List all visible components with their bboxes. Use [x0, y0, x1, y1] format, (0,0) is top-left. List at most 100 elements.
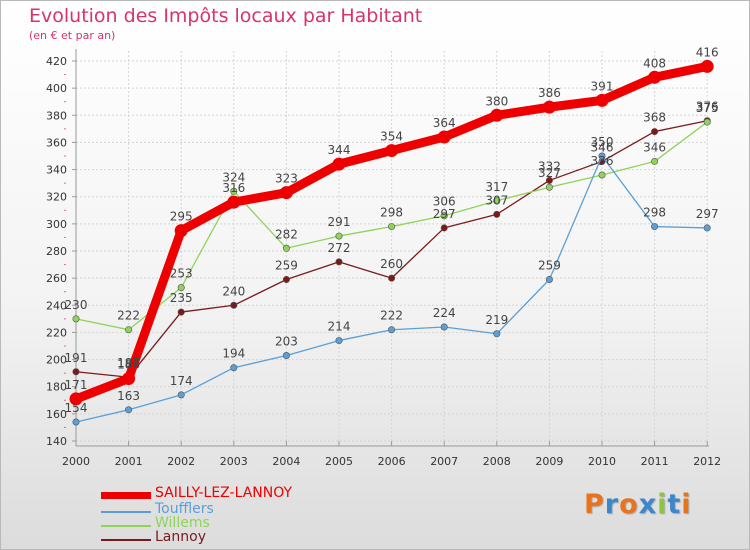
data-point-toufflers: [651, 223, 659, 231]
data-label-toufflers: 224: [433, 306, 456, 320]
data-point-willems: [177, 284, 185, 292]
y-tick-label: 200: [46, 354, 67, 367]
data-point-sailly-lez-lannoy: [69, 392, 83, 406]
x-tick-label: 2008: [483, 455, 511, 468]
data-point-sailly-lez-lannoy: [542, 100, 556, 114]
data-point-toufflers: [493, 330, 501, 338]
data-point-willems: [230, 187, 238, 195]
data-label-toufflers: 222: [380, 309, 403, 323]
data-point-sailly-lez-lannoy: [279, 186, 293, 200]
legend-label-lannoy: Lannoy: [155, 529, 206, 545]
data-point-willems: [545, 183, 553, 191]
data-label-toufflers: 154: [65, 401, 88, 415]
data-label-sailly-lez-lannoy: 171: [65, 378, 88, 392]
data-point-lannoy: [177, 308, 185, 316]
y-tick-label: 140: [46, 435, 67, 448]
legend-line-lannoy: [101, 539, 151, 541]
data-point-sailly-lez-lannoy: [174, 224, 188, 238]
y-tick-label: 260: [46, 272, 67, 285]
x-tick-label: 2004: [272, 455, 300, 468]
data-label-lannoy: 272: [328, 241, 351, 255]
data-label-willems: 291: [328, 215, 351, 229]
data-label-toufflers: 350: [591, 135, 614, 149]
data-label-toufflers: 297: [696, 207, 719, 221]
data-label-sailly-lez-lannoy: 354: [380, 130, 403, 144]
data-label-toufflers: 174: [170, 374, 193, 388]
data-point-sailly-lez-lannoy: [332, 157, 346, 171]
logo-letter: i: [681, 489, 692, 520]
data-label-lannoy: 187: [117, 356, 140, 370]
data-point-toufflers: [703, 224, 711, 232]
x-tick-label: 2006: [378, 455, 406, 468]
data-label-lannoy: 376: [696, 100, 719, 114]
data-label-willems: 336: [591, 154, 614, 168]
data-point-sailly-lez-lannoy: [385, 144, 399, 158]
chart-subtitle: (en € et par an): [29, 29, 116, 42]
data-label-lannoy: 235: [170, 291, 193, 305]
data-label-willems: 327: [538, 166, 561, 180]
legend-label-toufflers: Toufflers: [155, 501, 214, 517]
logo-letter: r: [604, 489, 620, 520]
data-point-willems: [703, 118, 711, 126]
x-tick-label: 2012: [693, 455, 721, 468]
data-label-willems: 282: [275, 227, 298, 241]
series-group: [69, 59, 714, 426]
data-point-toufflers: [125, 406, 133, 414]
legend-label-willems: Willems: [155, 515, 210, 531]
logo-letter: o: [619, 489, 639, 520]
y-tick-label: 300: [46, 218, 67, 231]
data-point-willems: [440, 212, 448, 220]
y-tick-label: 320: [46, 191, 67, 204]
data-point-willems: [72, 315, 80, 323]
data-label-toufflers: 203: [275, 335, 298, 349]
y-tick-label: 240: [46, 299, 67, 312]
data-label-sailly-lez-lannoy: 364: [433, 116, 456, 130]
data-point-willems: [598, 171, 606, 179]
data-label-toufflers: 219: [485, 313, 508, 327]
data-label-toufflers: 214: [328, 320, 351, 334]
x-tick-label: 2002: [167, 455, 195, 468]
data-label-toufflers: 259: [538, 259, 561, 273]
data-point-willems: [335, 232, 343, 240]
data-label-lannoy: 346: [591, 140, 614, 154]
data-label-willems: 375: [696, 101, 719, 115]
data-point-willems: [651, 157, 659, 165]
data-point-sailly-lez-lannoy: [227, 195, 241, 209]
data-label-willems: 253: [170, 267, 193, 281]
data-labels: 191 187 235 240 259 272 260 297 307 332 346 368 376 2…: [65, 45, 719, 415]
axes: 140 160 180 200 220 240 260 280 300 320 340 360 380 4…: [46, 49, 721, 468]
data-label-willems: 222: [117, 309, 140, 323]
data-label-lannoy: 332: [538, 159, 561, 173]
data-label-willems: 346: [643, 140, 666, 154]
data-label-sailly-lez-lannoy: 295: [170, 210, 193, 224]
proxiti-logo: Proxiti: [584, 489, 692, 520]
data-point-sailly-lez-lannoy: [648, 70, 662, 84]
logo-letter: i: [657, 489, 668, 520]
data-label-sailly-lez-lannoy: 323: [275, 172, 298, 186]
y-tick-label: 360: [46, 136, 67, 149]
data-label-lannoy: 240: [222, 284, 245, 298]
data-point-sailly-lez-lannoy: [122, 372, 136, 386]
data-point-toufflers: [335, 337, 343, 345]
data-label-willems: 306: [433, 195, 456, 209]
data-label-sailly-lez-lannoy: 186: [117, 358, 140, 372]
data-point-sailly-lez-lannoy: [700, 59, 714, 73]
data-label-sailly-lez-lannoy: 380: [485, 94, 508, 108]
data-label-sailly-lez-lannoy: 344: [328, 143, 351, 157]
data-label-lannoy: 191: [65, 351, 88, 365]
x-tick-label: 2005: [325, 455, 353, 468]
x-tick-label: 2000: [62, 455, 90, 468]
data-label-sailly-lez-lannoy: 316: [222, 181, 245, 195]
x-tick-label: 2010: [588, 455, 616, 468]
x-tick-label: 2009: [535, 455, 563, 468]
data-point-sailly-lez-lannoy: [437, 130, 451, 144]
data-label-sailly-lez-lannoy: 386: [538, 86, 561, 100]
chart-title: Evolution des Impôts locaux par Habitant: [29, 5, 423, 27]
data-point-willems: [125, 326, 133, 334]
data-point-lannoy: [388, 274, 396, 282]
data-label-willems: 298: [380, 206, 403, 220]
data-label-lannoy: 368: [643, 111, 666, 125]
data-label-toufflers: 194: [222, 347, 245, 361]
y-tick-label: 180: [46, 381, 67, 394]
